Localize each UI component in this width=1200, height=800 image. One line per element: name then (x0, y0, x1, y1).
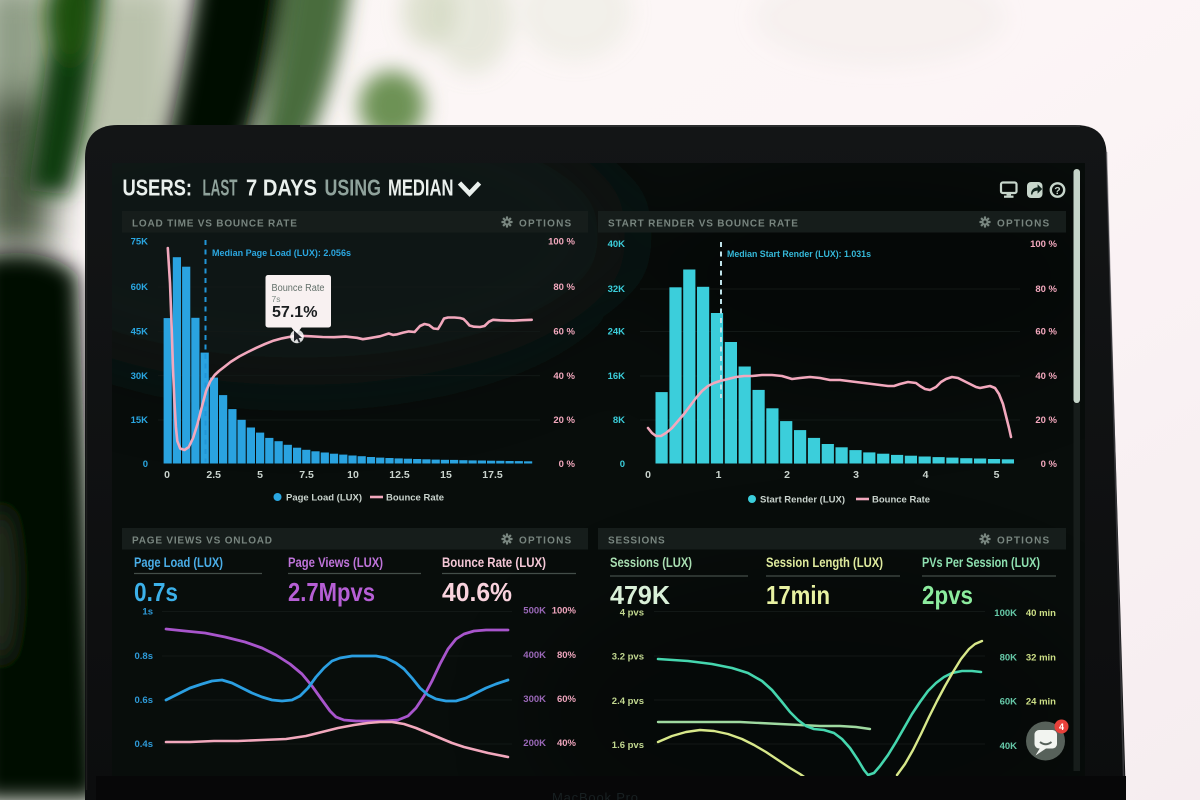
svg-text:7s: 7s (272, 294, 281, 304)
svg-text:60 %: 60 % (1035, 327, 1057, 338)
svg-text:40K: 40K (608, 239, 626, 250)
svg-text:7.5: 7.5 (299, 469, 314, 481)
svg-text:45K: 45K (131, 327, 149, 338)
svg-text:200K: 200K (523, 738, 546, 749)
svg-text:1: 1 (716, 469, 722, 481)
svg-text:2.7Mpvs: 2.7Mpvs (288, 577, 375, 607)
svg-text:2.4 pvs: 2.4 pvs (612, 696, 644, 707)
svg-text:OPTIONS: OPTIONS (519, 536, 572, 547)
svg-text:5: 5 (994, 469, 1000, 481)
svg-text:2: 2 (784, 469, 790, 481)
svg-text:0.8s: 0.8s (135, 651, 154, 662)
svg-text:LAST: LAST (203, 175, 238, 201)
svg-text:60%: 60% (557, 694, 577, 705)
svg-text:2pvs: 2pvs (922, 580, 973, 610)
svg-text:5: 5 (257, 469, 263, 481)
svg-text:100K: 100K (994, 608, 1017, 619)
svg-text:OPTIONS: OPTIONS (997, 536, 1050, 547)
svg-text:60K: 60K (1000, 697, 1018, 708)
svg-text:12.5: 12.5 (389, 469, 410, 481)
svg-text:Median Start Render (LUX): 1.0: Median Start Render (LUX): 1.031s (727, 249, 871, 260)
svg-text:60 %: 60 % (553, 327, 575, 338)
svg-text:1s: 1s (142, 607, 153, 618)
svg-text:57.1%: 57.1% (272, 304, 318, 321)
svg-text:40.6%: 40.6% (442, 577, 512, 607)
svg-text:32K: 32K (608, 284, 626, 295)
svg-text:0 %: 0 % (559, 459, 576, 470)
svg-text:PVs Per Session (LUX): PVs Per Session (LUX) (922, 555, 1040, 570)
svg-text:40 min: 40 min (1026, 608, 1056, 619)
svg-text:0: 0 (645, 469, 651, 481)
svg-text:MEDIAN: MEDIAN (388, 175, 454, 201)
svg-text:100 %: 100 % (548, 237, 575, 248)
svg-text:7 DAYS: 7 DAYS (246, 175, 317, 201)
svg-text:OPTIONS: OPTIONS (519, 219, 572, 230)
svg-text:24K: 24K (608, 327, 626, 338)
svg-text:?: ? (1054, 185, 1060, 197)
svg-text:Page Views (LUX): Page Views (LUX) (288, 555, 383, 570)
svg-text:80 %: 80 % (553, 282, 575, 293)
svg-text:Bounce Rate: Bounce Rate (272, 283, 325, 294)
svg-text:15: 15 (440, 469, 452, 481)
svg-text:10: 10 (347, 469, 359, 481)
svg-text:Session Length (LUX): Session Length (LUX) (766, 555, 883, 570)
svg-text:1.6 pvs: 1.6 pvs (612, 740, 644, 751)
svg-text:4: 4 (923, 469, 929, 481)
svg-text:15K: 15K (131, 415, 149, 426)
svg-text:Bounce Rate: Bounce Rate (872, 495, 930, 506)
svg-text:479K: 479K (610, 580, 670, 610)
svg-text:Bounce Rate: Bounce Rate (386, 493, 444, 504)
svg-text:80%: 80% (557, 650, 577, 661)
svg-text:20 %: 20 % (553, 415, 575, 426)
svg-text:100%: 100% (552, 606, 577, 617)
svg-text:0: 0 (143, 459, 148, 470)
svg-text:0.7s: 0.7s (134, 577, 178, 607)
svg-text:USING: USING (325, 175, 382, 201)
svg-text:Page Load (LUX): Page Load (LUX) (286, 493, 362, 504)
svg-text:24 min: 24 min (1026, 697, 1056, 708)
svg-text:USERS:: USERS: (123, 175, 193, 201)
svg-text:75K: 75K (131, 237, 149, 248)
svg-text:Sessions (LUX): Sessions (LUX) (610, 555, 692, 570)
svg-text:SESSIONS: SESSIONS (608, 536, 666, 547)
svg-text:17.5: 17.5 (482, 469, 503, 481)
svg-text:Median Page Load (LUX): 2.056s: Median Page Load (LUX): 2.056s (212, 248, 351, 259)
svg-text:100 %: 100 % (1030, 239, 1057, 250)
svg-text:8K: 8K (613, 415, 625, 426)
svg-text:40%: 40% (557, 738, 577, 749)
svg-text:17min: 17min (766, 580, 830, 610)
svg-text:0: 0 (620, 459, 625, 470)
svg-text:Page Load (LUX): Page Load (LUX) (134, 555, 223, 570)
svg-text:2.5: 2.5 (206, 469, 221, 481)
svg-text:0 %: 0 % (1041, 459, 1058, 470)
svg-text:4: 4 (1059, 722, 1064, 732)
svg-text:0: 0 (164, 469, 170, 481)
svg-text:START RENDER VS BOUNCE RATE: START RENDER VS BOUNCE RATE (608, 219, 799, 230)
svg-text:16K: 16K (608, 371, 626, 382)
svg-text:40 %: 40 % (553, 371, 575, 382)
svg-text:400K: 400K (523, 650, 546, 661)
svg-text:MacBook Pro: MacBook Pro (552, 790, 639, 800)
svg-text:LOAD TIME VS BOUNCE RATE: LOAD TIME VS BOUNCE RATE (132, 219, 298, 230)
svg-text:3: 3 (853, 469, 859, 481)
svg-text:Bounce Rate (LUX): Bounce Rate (LUX) (442, 555, 546, 570)
svg-text:40K: 40K (1000, 741, 1018, 752)
svg-text:20 %: 20 % (1035, 415, 1057, 426)
svg-text:0.6s: 0.6s (135, 695, 154, 706)
svg-text:60K: 60K (131, 282, 149, 293)
svg-text:30K: 30K (131, 371, 149, 382)
svg-text:OPTIONS: OPTIONS (997, 219, 1050, 230)
svg-text:Start Render (LUX): Start Render (LUX) (760, 495, 845, 506)
svg-text:32 min: 32 min (1026, 653, 1056, 664)
svg-text:3.2 pvs: 3.2 pvs (612, 652, 644, 663)
svg-text:PAGE VIEWS VS ONLOAD: PAGE VIEWS VS ONLOAD (132, 536, 273, 547)
svg-text:4 pvs: 4 pvs (620, 608, 644, 619)
svg-text:40 %: 40 % (1035, 371, 1057, 382)
svg-text:300K: 300K (523, 694, 546, 705)
svg-text:500K: 500K (523, 606, 546, 617)
svg-text:80 %: 80 % (1035, 284, 1057, 295)
svg-text:0.4s: 0.4s (135, 739, 154, 750)
svg-text:80K: 80K (1000, 653, 1018, 664)
